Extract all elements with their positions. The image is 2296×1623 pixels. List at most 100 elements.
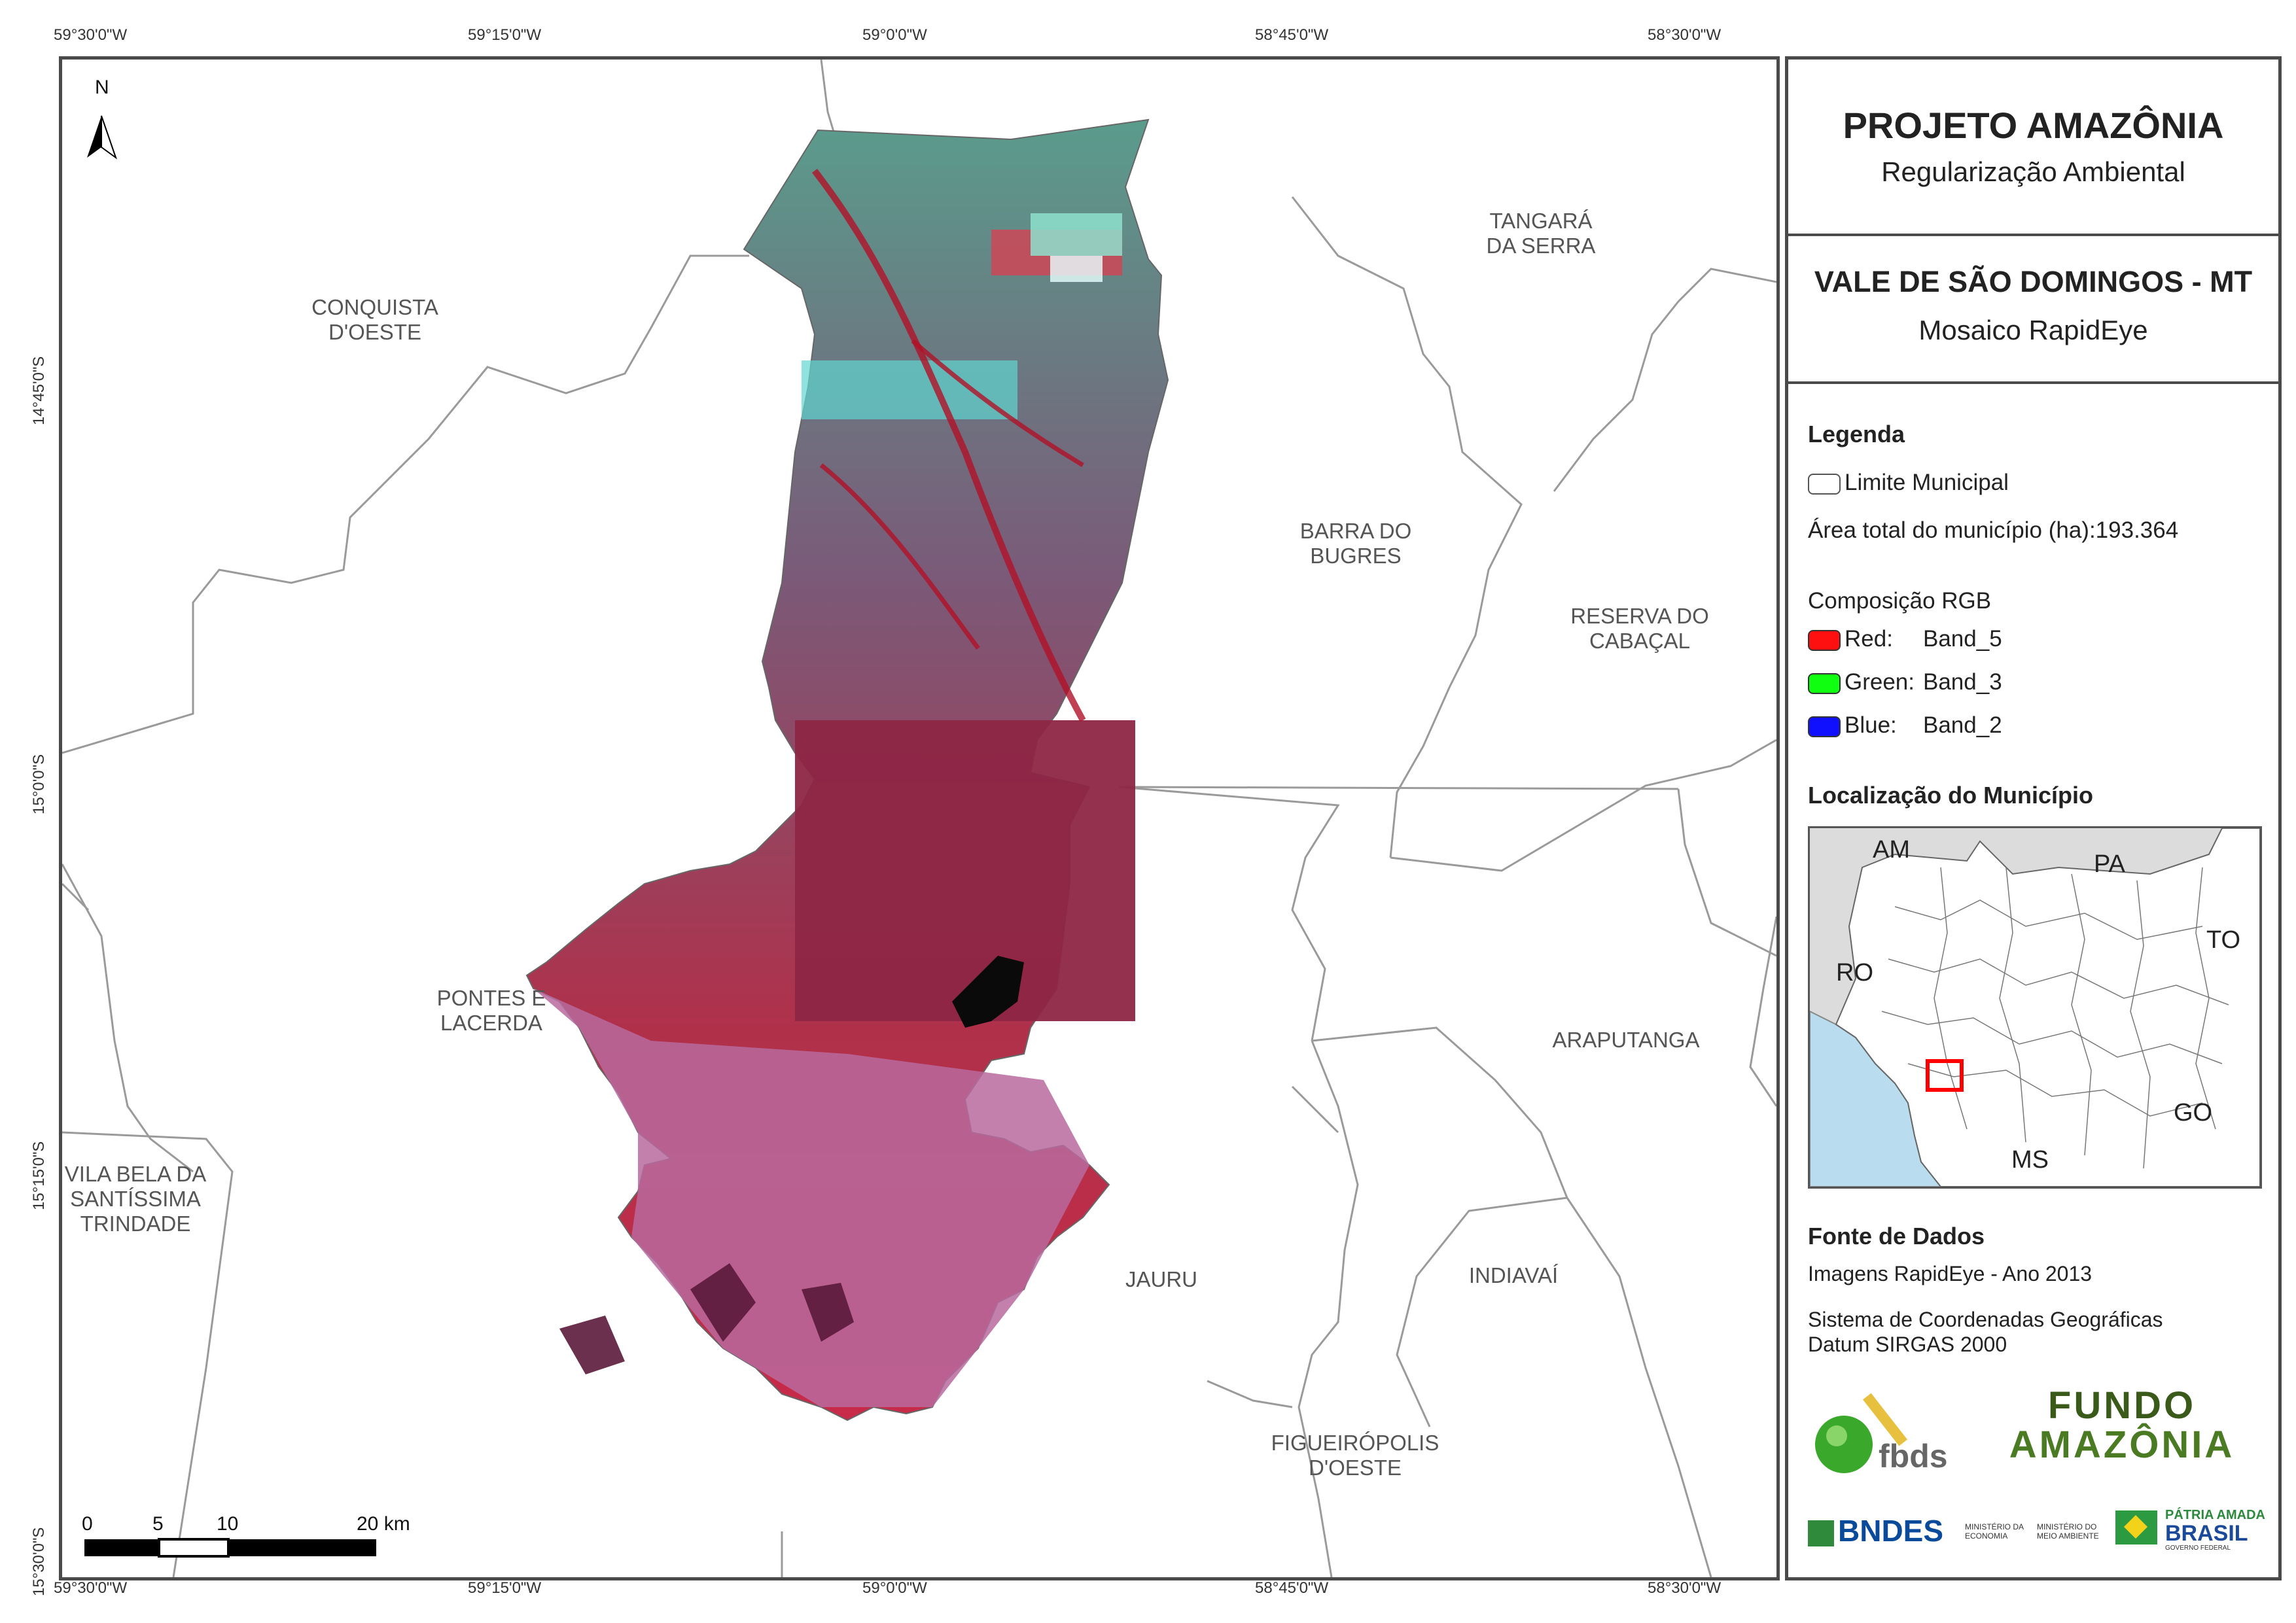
inset-svg xyxy=(1810,828,2260,1187)
source-imagery: Imagens RapidEye - Ano 2013 xyxy=(1808,1262,2093,1285)
mosaic-subtitle: Mosaico RapidEye xyxy=(1918,315,2148,345)
legend-red: Red: Band_5 xyxy=(1808,626,2002,652)
municipal-boundaries xyxy=(62,60,1776,1577)
fundo-amazonia-logo: FUNDO AMAZÔNIA xyxy=(1985,1386,2259,1471)
label-vila-bela-line3: TRINDADE xyxy=(80,1212,191,1236)
label-barra-line2: BUGRES xyxy=(1310,544,1402,568)
scale-label-5: 5 xyxy=(152,1513,164,1535)
label-figueiropolis: FIGUEIRÓPOLIS D'OESTE xyxy=(1271,1431,1439,1480)
red-channel: Red: xyxy=(1845,626,1893,652)
label-conquista-line2: D'OESTE xyxy=(328,320,421,344)
ministerio-meio-ambiente: MINISTÉRIO DO MEIO AMBIENTE xyxy=(2037,1522,2099,1541)
location-heading: Localização do Município xyxy=(1808,782,2094,809)
fbds-logo-icon xyxy=(1815,1393,1908,1473)
coord-left-4: 15°30'0"S xyxy=(30,1527,48,1596)
label-tangara-line2: DA SERRA xyxy=(1486,234,1596,258)
legend-blue: Blue: Band_2 xyxy=(1808,712,2002,739)
red-band: Band_5 xyxy=(1923,626,2002,652)
project-title: PROJETO AMAZÔNIA xyxy=(1843,105,2224,146)
label-pontes-line2: LACERDA xyxy=(440,1011,542,1035)
legend-limit-item: Limite Municipal xyxy=(1808,470,2009,496)
brasil-logo: PÁTRIA AMADA BRASIL GOVERNO FEDERAL xyxy=(2115,1508,2265,1554)
crs-line-1: Sistema de Coordenadas Geográficas xyxy=(1808,1308,2163,1331)
brasil-text: BRASIL xyxy=(2165,1521,2248,1546)
municipality-title: VALE DE SÃO DOMINGOS - MT xyxy=(1814,265,2253,298)
coord-top-1: 59°30'0"W xyxy=(54,26,128,44)
fbds-text: fbds xyxy=(1879,1438,1948,1475)
legend-green: Green: Band_3 xyxy=(1808,669,2002,695)
governo-text: GOVERNO FEDERAL xyxy=(2165,1544,2231,1552)
inset-label-am: AM xyxy=(1873,836,1910,864)
bndes-logo: BNDES xyxy=(1808,1513,1943,1548)
patria-text: PÁTRIA AMADA xyxy=(2165,1508,2265,1522)
project-subtitle: Regularização Ambiental xyxy=(1881,156,2185,187)
coord-bottom-3: 59°0'0"W xyxy=(862,1579,927,1597)
coord-bottom-4: 58°45'0"W xyxy=(1255,1579,1329,1597)
inset-label-ms: MS xyxy=(2011,1146,2049,1174)
scale-label-20: 20 km xyxy=(357,1513,410,1535)
limit-label: Limite Municipal xyxy=(1845,470,2009,495)
coord-top-2: 59°15'0"W xyxy=(468,26,542,44)
green-band: Band_3 xyxy=(1923,669,2002,695)
crs-line-2: Datum SIRGAS 2000 xyxy=(1808,1333,2007,1356)
coord-top-5: 58°30'0"W xyxy=(1648,26,1722,44)
ministerio-economia: MINISTÉRIO DA ECONOMIA xyxy=(1965,1522,2024,1541)
label-araputanga: ARAPUTANGA xyxy=(1552,1028,1700,1052)
amazonia-text: AMAZÔNIA xyxy=(2009,1423,2235,1466)
label-reserva-line1: RESERVA DO xyxy=(1570,604,1709,628)
legend-heading: Legenda xyxy=(1808,421,1905,447)
map-frame[interactable]: N CONQUISTA D'OESTE TANGARÁ DA SERRA BAR… xyxy=(59,56,1780,1580)
green-swatch xyxy=(1808,672,1841,694)
blue-band: Band_2 xyxy=(1923,712,2002,738)
fbds-logo: fbds xyxy=(1808,1382,1971,1475)
label-vila-bela-line1: VILA BELA DA xyxy=(64,1162,207,1186)
area-total: Área total do município (ha):193.364 xyxy=(1808,517,2179,543)
coord-left-2: 15°0'0"S xyxy=(30,754,48,814)
map-canvas[interactable] xyxy=(62,60,1776,1577)
panel-divider-1 xyxy=(1788,234,2278,236)
label-tangara-line1: TANGARÁ xyxy=(1489,209,1593,233)
red-swatch xyxy=(1808,629,1841,651)
label-indiavai: INDIAVAÍ xyxy=(1468,1263,1559,1287)
label-tangara: TANGARÁ DA SERRA xyxy=(1487,209,1596,258)
label-reserva: RESERVA DO CABAÇAL xyxy=(1570,604,1709,654)
panel-divider-2 xyxy=(1788,381,2278,384)
label-reserva-line2: CABAÇAL xyxy=(1589,629,1691,653)
label-conquista-line1: CONQUISTA xyxy=(311,295,438,319)
label-pontes-line1: PONTES E xyxy=(436,986,546,1010)
coord-bottom-5: 58°30'0"W xyxy=(1648,1579,1722,1597)
north-arrow-icon xyxy=(87,115,117,160)
label-vila-bela: VILA BELA DA SANTÍSSIMA TRINDADE xyxy=(65,1162,206,1236)
mosaic-raster xyxy=(525,118,1169,1422)
bndes-text: BNDES xyxy=(1838,1514,1944,1548)
scale-label-10: 10 xyxy=(217,1513,239,1535)
blue-channel: Blue: xyxy=(1845,712,1897,738)
coord-top-3: 59°0'0"W xyxy=(862,26,927,44)
label-vila-bela-line2: SANTÍSSIMA xyxy=(70,1187,201,1211)
info-panel: PROJETO AMAZÔNIA Regularização Ambiental… xyxy=(1785,56,2282,1580)
coord-top-4: 58°45'0"W xyxy=(1255,26,1329,44)
limit-swatch xyxy=(1808,473,1841,495)
location-inset-map[interactable]: AM PA RO TO GO MS xyxy=(1808,826,2262,1189)
label-figueiropolis-line2: D'OESTE xyxy=(1309,1456,1402,1480)
green-channel: Green: xyxy=(1845,669,1915,695)
coord-bottom-2: 59°15'0"W xyxy=(468,1579,542,1597)
coord-bottom-1: 59°30'0"W xyxy=(54,1579,128,1597)
bndes-mark-icon xyxy=(1808,1520,1834,1546)
coord-left-3: 15°15'0"S xyxy=(30,1141,48,1210)
inset-label-ro: RO xyxy=(1836,959,1873,986)
label-figueiropolis-line1: FIGUEIRÓPOLIS xyxy=(1271,1431,1439,1455)
inset-label-to: TO xyxy=(2206,926,2241,954)
label-barra: BARRA DO BUGRES xyxy=(1300,519,1412,568)
rgb-heading: Composição RGB xyxy=(1808,588,1992,614)
north-label: N xyxy=(95,77,109,98)
fundo-text: FUNDO xyxy=(2047,1384,2197,1427)
coord-left-1: 14°45'0"S xyxy=(30,356,48,425)
scale-label-0: 0 xyxy=(82,1513,93,1535)
inset-label-pa: PA xyxy=(2094,850,2125,878)
sources-heading: Fonte de Dados xyxy=(1808,1223,1985,1249)
label-barra-line1: BARRA DO xyxy=(1299,519,1412,543)
blue-swatch xyxy=(1808,716,1841,737)
label-pontes: PONTES E LACERDA xyxy=(437,986,546,1036)
label-conquista: CONQUISTA D'OESTE xyxy=(311,295,438,345)
